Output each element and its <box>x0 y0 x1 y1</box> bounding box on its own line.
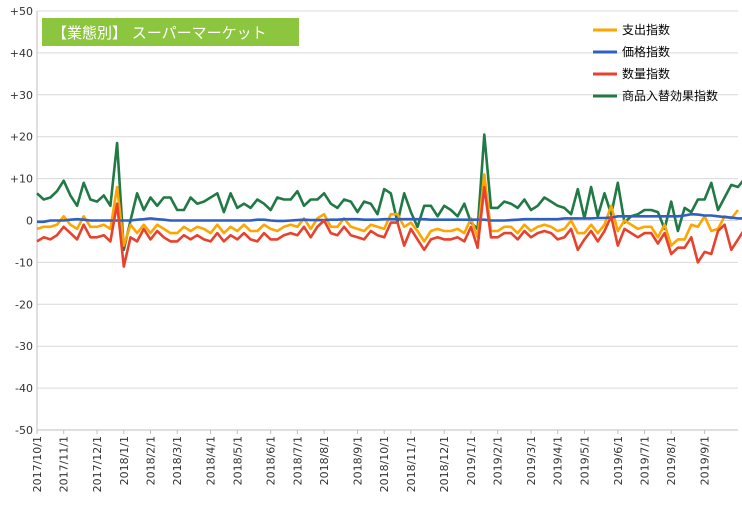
chart-title-box: 【業態別】 スーパーマーケット <box>42 18 299 46</box>
x-tick-label: 2019/9/1 <box>699 436 712 485</box>
series-line-2 <box>36 185 742 268</box>
y-tick-label: +50 <box>10 5 33 18</box>
x-tick-label: 2018/12/1 <box>438 436 451 492</box>
y-tick-label: -40 <box>15 382 33 395</box>
x-tick-label: 2019/3/1 <box>525 436 538 485</box>
y-axis-ticks: +50 +40 +30 +20 +10 0 -10 -20 -30 -40 -50 <box>10 5 33 437</box>
series-line-1 <box>37 212 742 224</box>
x-tick-label: 2018/3/1 <box>171 436 184 485</box>
x-tick-label: 2018/10/1 <box>378 436 391 492</box>
x-tick-label: 2018/11/1 <box>405 436 418 492</box>
y-tick-label: -10 <box>15 256 33 269</box>
x-tick-label: 2019/7/1 <box>639 436 652 485</box>
y-tick-label: 0 <box>26 215 33 228</box>
x-tick-label: 2018/1/1 <box>118 436 131 485</box>
series-lines <box>36 133 742 268</box>
x-tick-label: 2019/1/1 <box>465 436 478 485</box>
y-tick-label: +40 <box>10 47 33 60</box>
x-tick-label: 2019/6/1 <box>612 436 625 485</box>
x-axis-ticks: 2017/10/1 2017/11/1 2017/12/1 2018/1/1 2018/… <box>31 430 712 492</box>
y-tick-label: +20 <box>10 131 33 144</box>
x-tick-label: 2018/2/1 <box>144 436 157 485</box>
x-tick-label: 2019/5/1 <box>578 436 591 485</box>
x-tick-label: 2017/10/1 <box>31 436 44 492</box>
legend-label: 商品入替効果指数 <box>622 88 718 103</box>
y-tick-label: +30 <box>10 89 33 102</box>
y-tick-label: +10 <box>10 173 33 186</box>
y-tick-label: -30 <box>15 340 33 353</box>
x-tick-label: 2017/11/1 <box>58 436 71 492</box>
x-tick-label: 2018/5/1 <box>231 436 244 485</box>
y-tick-label: -20 <box>15 298 33 311</box>
chart-title: 【業態別】 スーパーマーケット <box>52 24 267 42</box>
x-tick-label: 2018/4/1 <box>205 436 218 485</box>
series-line-0 <box>36 173 740 247</box>
legend-label: 数量指数 <box>622 66 670 81</box>
x-tick-label: 2019/8/1 <box>665 436 678 485</box>
x-tick-label: 2019/4/1 <box>552 436 565 485</box>
y-tick-label: -50 <box>15 424 33 437</box>
x-tick-label: 2017/12/1 <box>91 436 104 492</box>
x-tick-label: 2019/2/1 <box>492 436 505 485</box>
x-tick-label: 2018/6/1 <box>265 436 278 485</box>
x-tick-label: 2018/9/1 <box>351 436 364 485</box>
legend-label: 価格指数 <box>622 44 670 59</box>
legend-label: 支出指数 <box>622 22 670 37</box>
x-tick-label: 2018/7/1 <box>291 436 304 485</box>
x-tick-label: 2018/8/1 <box>318 436 331 485</box>
